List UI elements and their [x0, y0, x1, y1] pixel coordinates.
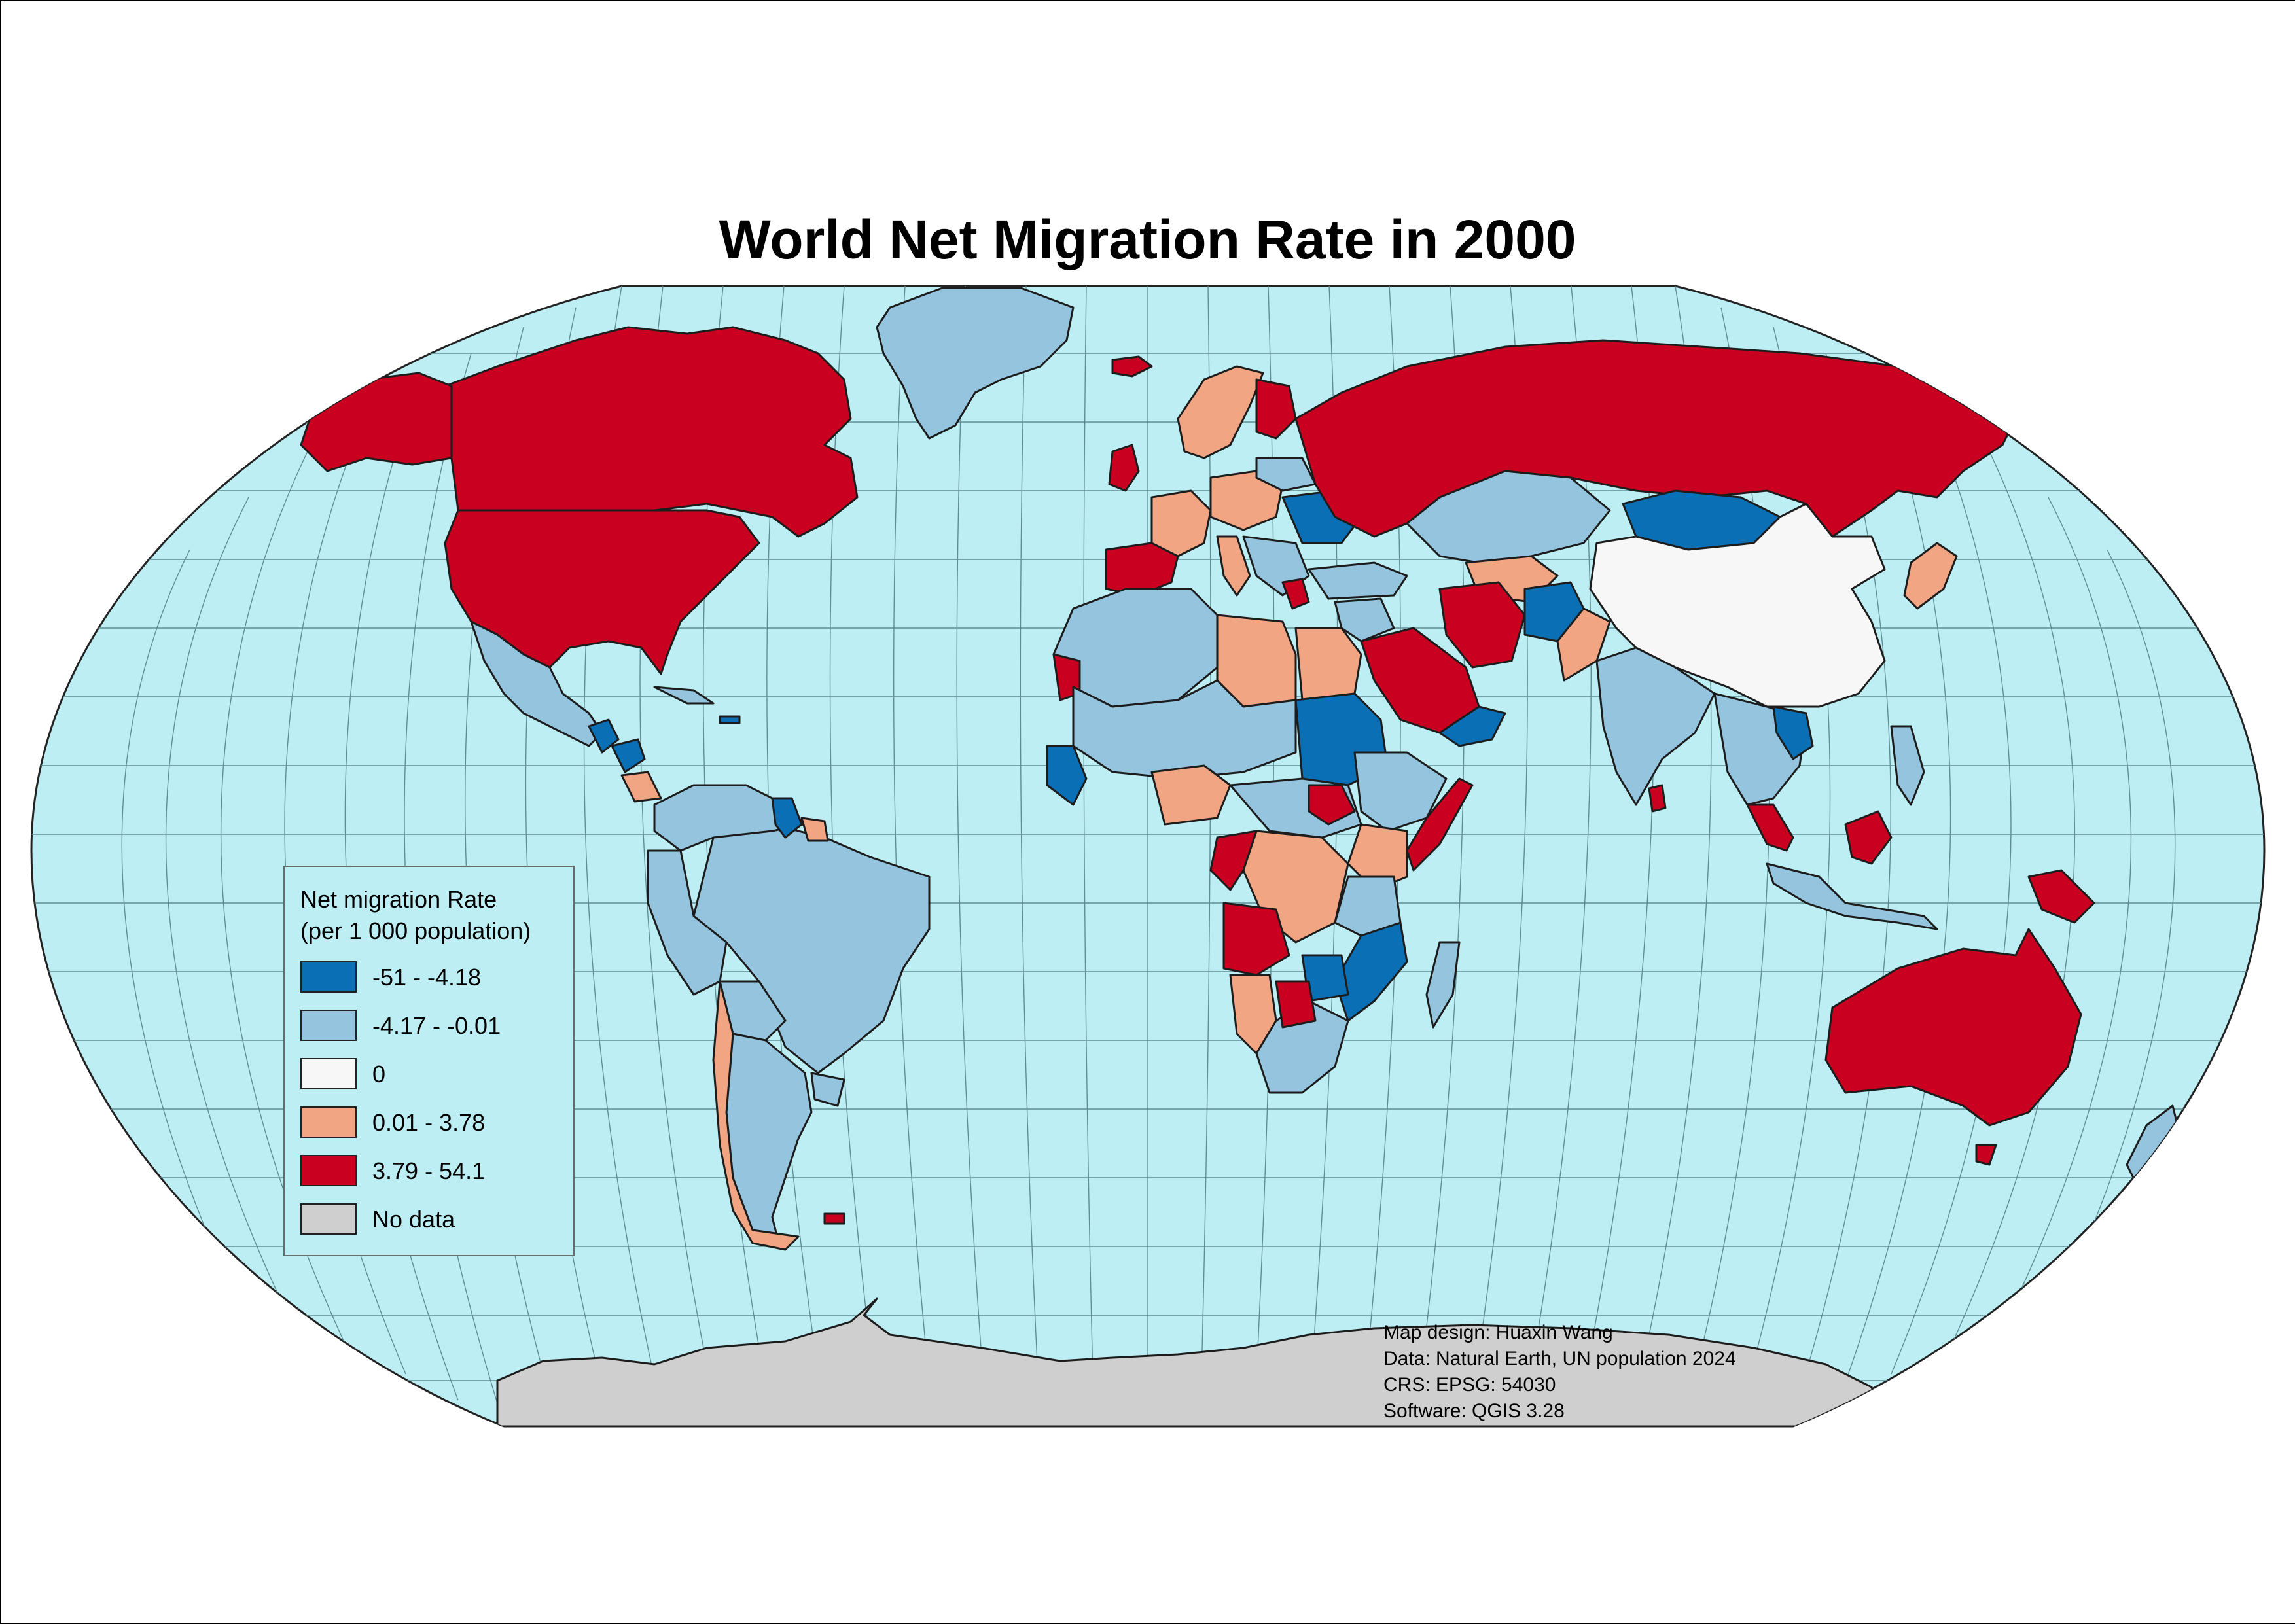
- country-west-africa-coast: [1046, 745, 1088, 806]
- country-iceland: [1111, 355, 1153, 378]
- antarctica: [496, 1297, 1886, 1426]
- country-norway-sweden: [1177, 365, 1264, 459]
- country-usa-alaska: [300, 372, 453, 472]
- country-kazakhstan: [1406, 470, 1611, 564]
- country-levant: [1334, 597, 1395, 643]
- country-sahel: [1072, 679, 1297, 780]
- falkland-islands: [823, 1212, 845, 1225]
- country-uruguay-paraguay: [810, 1072, 845, 1107]
- country-pakistan: [1556, 607, 1611, 682]
- country-south-sudan: [1308, 784, 1356, 826]
- caribbean-islands: [719, 715, 741, 724]
- legend-swatch: [300, 1155, 357, 1186]
- country-sri-lanka: [1648, 784, 1667, 813]
- country-greece: [1281, 578, 1310, 610]
- country-australia: [1824, 928, 2082, 1127]
- country-brazil: [692, 823, 931, 1074]
- country-guatemala: [588, 718, 620, 754]
- country-guyana: [771, 797, 803, 839]
- country-botswana: [1275, 980, 1317, 1029]
- legend-swatch: [300, 961, 357, 993]
- legend-label: 3.79 - 54.1: [372, 1157, 486, 1184]
- country-cuba: [653, 686, 715, 705]
- legend-label: 0: [372, 1061, 386, 1087]
- credit-crs: CRS: EPSG: 54030: [1383, 1374, 1556, 1396]
- country-papua-new-guinea: [2027, 869, 2095, 924]
- country-philippines: [1890, 725, 1925, 806]
- country-poland-baltics: [1255, 457, 1317, 492]
- country-angola: [1222, 902, 1290, 976]
- legend-title-line2: (per 1 000 population): [300, 917, 531, 944]
- legend-swatch: [300, 1106, 357, 1138]
- country-laos-cambodia: [1772, 705, 1814, 760]
- country-greenland: [876, 287, 1075, 440]
- legend-swatch: [300, 1058, 357, 1089]
- legend-title-line1: Net migration Rate: [300, 886, 497, 913]
- credit-software: Software: QGIS 3.28: [1383, 1400, 1565, 1422]
- country-borneo: [1844, 810, 1893, 865]
- map-title: World Net Migration Rate in 2000: [719, 209, 1576, 270]
- country-egypt: [1294, 627, 1362, 701]
- country-honduras: [611, 738, 646, 773]
- country-turkey: [1308, 561, 1408, 600]
- legend-swatch: [300, 1203, 357, 1235]
- country-suriname: [800, 817, 829, 842]
- legend-label: -51 - -4.18: [372, 964, 482, 991]
- legend: Net migration Rate (per 1 000 population…: [283, 866, 575, 1256]
- country-korea-japan: [1903, 542, 1958, 610]
- legend-label: 0.01 - 3.78: [372, 1109, 486, 1136]
- country-nigeria: [1150, 764, 1232, 826]
- country-chile: [712, 980, 800, 1251]
- country-indonesia: [1766, 862, 1938, 930]
- country-thailand-malaysia: [1746, 803, 1794, 852]
- map-credits: Map design: Huaxin Wang Data: Natural Ea…: [1383, 1320, 1736, 1424]
- country-gabon-congo: [1209, 830, 1258, 891]
- legend-label: No data: [372, 1206, 455, 1233]
- country-italy: [1216, 535, 1251, 597]
- country-uk-ireland: [1108, 444, 1140, 492]
- legend-title: Net migration Rate (per 1 000 population…: [300, 884, 531, 947]
- legend-label: -4.17 - -0.01: [372, 1012, 501, 1039]
- country-madagascar: [1425, 941, 1461, 1029]
- country-france: [1150, 489, 1212, 557]
- credit-design: Map design: Huaxin Wang: [1383, 1322, 1613, 1343]
- credit-data: Data: Natural Earth, UN population 2024: [1383, 1348, 1736, 1369]
- country-india: [1595, 646, 1716, 806]
- country-yemen-oman: [1438, 705, 1506, 747]
- country-tasmania: [1975, 1144, 1997, 1166]
- country-costa-rica: [620, 771, 662, 803]
- country-canada: [444, 326, 859, 538]
- legend-swatch: [300, 1010, 357, 1041]
- country-iran: [1438, 581, 1526, 669]
- country-finland: [1255, 378, 1297, 440]
